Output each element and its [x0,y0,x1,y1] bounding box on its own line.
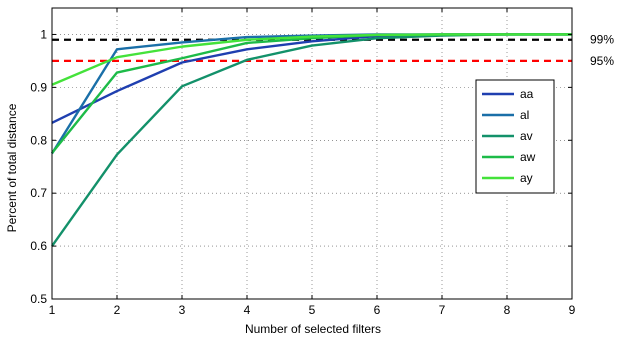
x-tick-label: 6 [374,303,381,317]
y-tick-label: 0.5 [30,292,47,306]
reference-labels: 99% 95% [590,33,614,68]
y-tick-label: 0.7 [30,186,47,200]
y-tick-label: 0.6 [30,239,47,253]
x-tick-label: 8 [504,303,511,317]
x-tick-label: 9 [569,303,576,317]
x-tick-label: 1 [49,303,56,317]
tick-layer: 1 2 3 4 5 6 7 8 9 0.5 0.6 0.7 0.8 0.9 1 [30,8,576,317]
series-line-ay [51,33,572,86]
x-tick-label: 2 [114,303,121,317]
legend-label: av [520,129,533,143]
legend-label: aw [520,150,536,164]
x-tick-label: 4 [244,303,251,317]
legend-label: aa [520,87,534,101]
x-tick-label: 5 [309,303,316,317]
y-axis-label: Percent of total distance [5,103,19,232]
y-tick-label: 0.8 [30,133,47,147]
reference-label: 95% [590,54,614,68]
reference-lines [52,38,572,63]
x-tick-label: 3 [179,303,186,317]
reference-label: 99% [590,33,614,47]
legend: aa al av aw ay [475,79,555,194]
series-layer [50,33,572,247]
legend-label: ay [520,171,533,185]
y-tick-label: 0.9 [30,80,47,94]
x-axis-label: Number of selected filters [245,322,381,336]
y-tick-label: 1 [40,27,47,41]
x-tick-label: 7 [439,303,446,317]
legend-label: al [520,108,529,122]
